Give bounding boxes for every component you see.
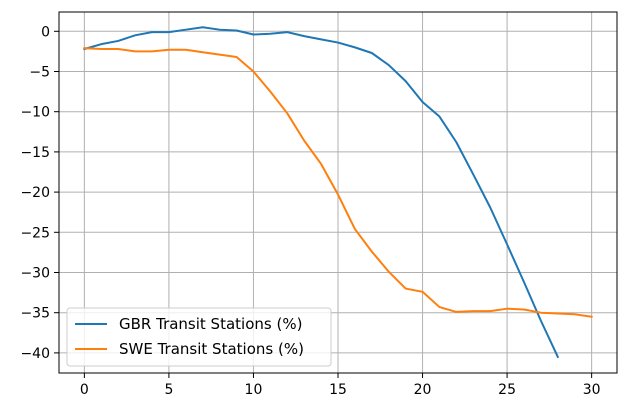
legend: GBR Transit Stations (%) SWE Transit Stat… [66,307,332,367]
x-tick-label: 15 [329,382,347,398]
y-tick-label: −15 [20,145,50,161]
plot-series [83,26,593,359]
series-line-swe [83,47,593,318]
x-tick-label: 10 [245,382,263,398]
x-tick-label: 25 [498,382,516,398]
y-tick-label: −5 [29,64,50,80]
y-tick-label: −30 [20,265,50,281]
x-tick-label: 20 [414,382,432,398]
series-line-gbr [83,26,560,359]
legend-box [66,307,332,367]
legend-label: GBR Transit Stations (%) [119,315,302,333]
y-tick-label: −35 [20,306,50,322]
y-tick-label: −25 [20,225,50,241]
axis-ticks: 0 5 10 15 20 25 30 0 −5 −10 −15 −20 −25 −30 −35 −40 [20,24,600,398]
x-tick-label: 30 [583,382,601,398]
y-tick-label: −10 [20,105,50,121]
x-tick-label: 5 [164,382,173,398]
x-tick-label: 0 [80,382,89,398]
grid [59,12,617,373]
y-tick-label: −40 [20,346,50,362]
y-tick-label: −20 [20,185,50,201]
legend-label: SWE Transit Stations (%) [119,340,304,358]
y-tick-label: 0 [41,24,50,40]
